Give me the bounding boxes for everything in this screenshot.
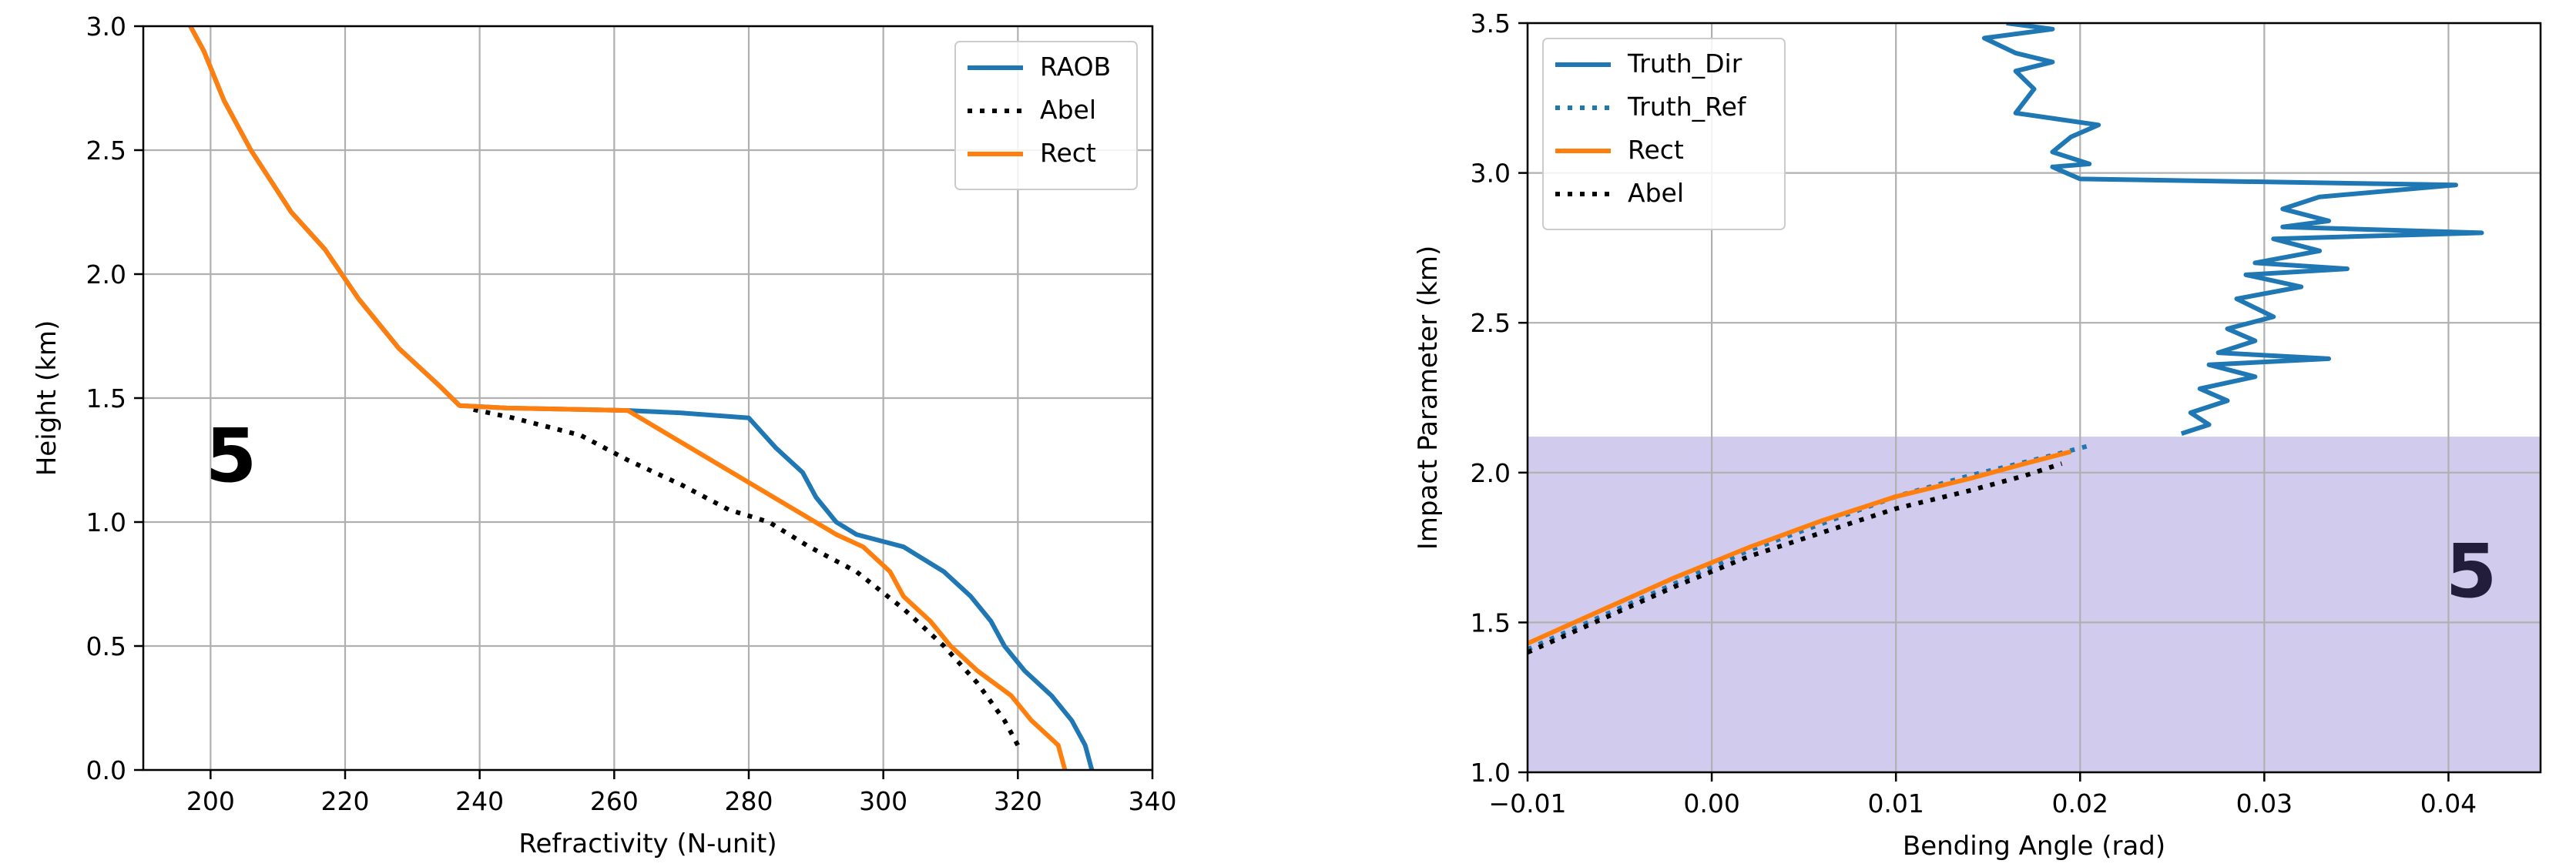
right-series-line-abel: [1528, 461, 2063, 655]
left-legend-label-raob: RAOB: [1040, 52, 1111, 82]
right-legend-label-rect: Rect: [1628, 135, 1684, 165]
left-legend-label-abel: Abel: [1040, 95, 1096, 125]
left-xtick-label: 320: [994, 786, 1042, 816]
left-panel-label: 5: [206, 413, 257, 499]
left-xtick-label: 200: [186, 786, 235, 816]
right-legend-label-abel: Abel: [1628, 178, 1684, 208]
right-ytick-label: 1.0: [1471, 758, 1511, 788]
right-ytick-label: 2.5: [1471, 308, 1511, 338]
right-xtick-label: −0.01: [1488, 788, 1566, 818]
right-series-line-truth-ref: [1528, 443, 2090, 652]
bending-angle-chart: −0.01 0.00 0.01 0.02 0.03 0.04 1.0 1.5 2.0 2.5 3.0…: [1413, 8, 2542, 862]
right-panel-label: 5: [2446, 528, 2497, 614]
right-legend-box: [1542, 38, 1786, 230]
right-xtick-label: 0.04: [2420, 788, 2477, 818]
left-xtick-label: 300: [859, 786, 907, 816]
right-legend-label-truth-ref: Truth_Ref: [1627, 92, 1747, 122]
right-ytick-label: 3.0: [1471, 159, 1511, 189]
left-ytick-label: 1.5: [86, 383, 126, 413]
left-xtick-label: 260: [590, 786, 639, 816]
refractivity-chart: 200 220 240 260 280 300 320 340 0.0 0.5 1.0 1.5 2.0 2…: [32, 12, 1177, 859]
right-ytick-label: 2.0: [1471, 458, 1511, 488]
left-legend-label-rect: Rect: [1040, 138, 1096, 168]
right-xtick-label: 0.01: [1867, 788, 1924, 818]
right-legend: Truth_Dir Truth_Ref Rect Abel: [1542, 38, 1786, 230]
left-xtick-label: 240: [455, 786, 504, 816]
left-x-axis-label: Refractivity (N-unit): [518, 829, 776, 859]
right-series-line-rect: [1528, 449, 2072, 646]
right-ytick-label: 3.5: [1471, 8, 1511, 38]
right-shaded-region: [1528, 437, 2541, 772]
left-series-line-abel: [465, 405, 1020, 747]
left-ytick-label: 0.0: [86, 755, 126, 785]
left-ytick-label: 2.5: [86, 136, 126, 166]
left-ytick-label: 2.0: [86, 259, 126, 290]
right-xtick-label: 0.03: [2236, 788, 2293, 818]
left-ytick-label: 0.5: [86, 631, 126, 661]
left-xtick-label: 220: [321, 786, 370, 816]
left-series-group: [188, 26, 1095, 770]
left-y-axis-label: Height (km): [32, 320, 62, 477]
right-legend-label-truth-dir: Truth_Dir: [1627, 49, 1742, 79]
right-xtick-label: 0.00: [1683, 788, 1739, 818]
right-xtick-label: 0.02: [2052, 788, 2108, 818]
right-x-axis-label: Bending Angle (rad): [1903, 831, 2165, 862]
left-ytick-label: 3.0: [86, 12, 126, 42]
left-ytick-label: 1.0: [86, 507, 126, 537]
left-series-line-rect: [188, 26, 1068, 770]
right-ytick-label: 1.5: [1471, 608, 1511, 638]
right-axes-frame: [1526, 22, 2542, 774]
right-series-line-truth-dir: [1981, 23, 2484, 437]
left-legend: RAOB Abel Rect: [954, 41, 1138, 190]
left-xtick-label: 340: [1129, 786, 1177, 816]
left-xtick-label: 280: [725, 786, 773, 816]
right-y-axis-label: Impact Parameter (km): [1413, 246, 1444, 550]
right-series-group: [1528, 23, 2484, 655]
